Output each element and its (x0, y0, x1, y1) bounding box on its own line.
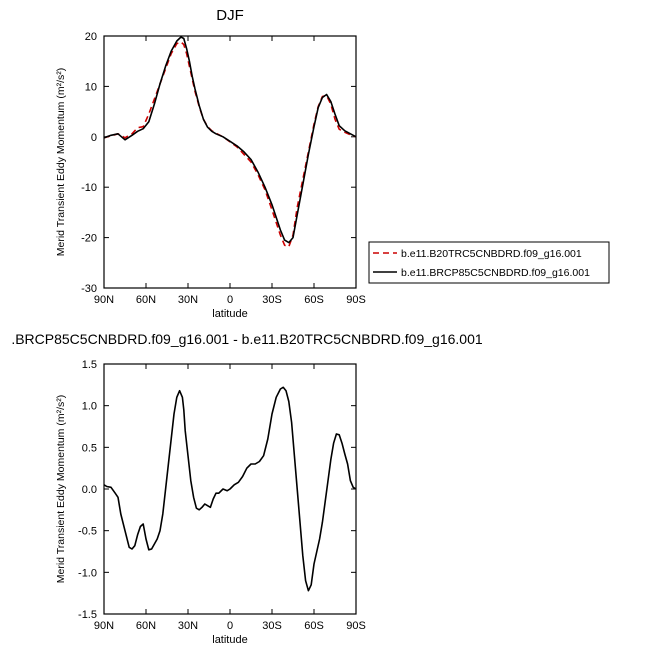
series-line-1 (103, 41, 357, 248)
y-tick-label: 0.5 (82, 442, 97, 454)
plot-frame (103, 363, 357, 615)
y-tick-label: 10 (85, 81, 97, 93)
x-tick-label: 60N (136, 294, 156, 306)
y-tick-label: -10 (81, 182, 97, 194)
y-tick-label: 1.0 (82, 401, 97, 413)
x-tick-label: 60N (136, 620, 156, 632)
x-tick-label: 30S (262, 294, 282, 306)
y-tick-label: 1.5 (82, 359, 97, 371)
x-tick-label: 90S (346, 294, 366, 306)
y-tick-label: -30 (81, 283, 97, 295)
y-tick-label: 20 (85, 31, 97, 43)
x-tick-label: 60S (304, 620, 324, 632)
y-tick-label: -1.5 (78, 609, 97, 621)
y-tick-label: -1.0 (78, 567, 97, 579)
legend-label-2: b.e11.BRCP85C5CNBDRD.f09_g16.001 (401, 267, 590, 279)
bottom-panel: .BRCP85C5CNBDRD.f09_g16.001 - b.e11.B20T… (11, 331, 483, 646)
x-axis-label: latitude (212, 634, 247, 646)
chart-title: DJF (216, 7, 244, 24)
y-tick-label: 0.0 (82, 484, 97, 496)
y-tick-label: 0 (91, 132, 97, 144)
x-tick-label: 30N (178, 294, 198, 306)
x-tick-label: 0 (227, 294, 233, 306)
x-tick-label: 60S (304, 294, 324, 306)
x-tick-label: 0 (227, 620, 233, 632)
legend-box (368, 241, 610, 284)
x-tick-label: 90S (346, 620, 366, 632)
x-axis-label: latitude (212, 308, 247, 320)
series-line-1 (103, 386, 357, 592)
series-line-2 (103, 36, 357, 244)
legend-label-1: b.e11.B20TRC5CNBDRD.f09_g16.001 (401, 248, 582, 260)
x-tick-label: 90N (94, 294, 114, 306)
y-tick-label: -20 (81, 233, 97, 245)
plot-frame (103, 35, 357, 289)
y-axis-label: Merid Transient Eddy Momentum (m²/s²) (55, 68, 67, 256)
y-axis-label: Merid Transient Eddy Momentum (m²/s²) (55, 395, 67, 583)
y-tick-label: -0.5 (78, 526, 97, 538)
x-tick-label: 30S (262, 620, 282, 632)
legend: b.e11.B20TRC5CNBDRD.f09_g16.001 b.e11.BRC… (368, 241, 610, 284)
x-tick-label: 30N (178, 620, 198, 632)
x-tick-label: 90N (94, 620, 114, 632)
chart-title: .BRCP85C5CNBDRD.f09_g16.001 - b.e11.B20T… (11, 331, 483, 347)
